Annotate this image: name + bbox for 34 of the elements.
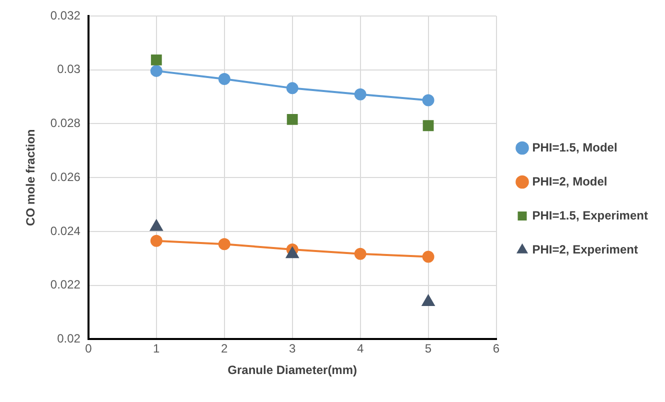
x-axis-title: Granule Diameter(mm) (228, 363, 358, 378)
y-axis-title: CO mole fraction (24, 129, 38, 226)
legend-label: PHI=1.5, Experiment (532, 208, 648, 222)
y-tick-label: 0.03 (57, 62, 81, 76)
point (150, 64, 162, 77)
point (286, 82, 298, 94)
point (150, 54, 162, 66)
x-tick-label: 4 (356, 342, 364, 356)
x-tick-label: 6 (492, 342, 500, 356)
x-tick-label: 1 (153, 342, 160, 356)
y-tick-label: 0.022 (50, 278, 81, 292)
y-tick-label: 0.024 (50, 224, 81, 238)
point (286, 246, 299, 258)
point (218, 238, 230, 250)
legend-label: PHI=2, Model (532, 174, 608, 188)
point (150, 234, 162, 247)
point (286, 114, 298, 125)
x-tick-label: 5 (424, 342, 432, 356)
y-tick-label: 0.028 (50, 116, 81, 130)
y-tick-label: 0.02 (57, 332, 81, 346)
point (354, 248, 366, 260)
point (422, 250, 434, 263)
point (422, 294, 435, 306)
legend-label: PHI=2, Experiment (532, 242, 638, 256)
point (354, 88, 366, 100)
point (422, 120, 434, 132)
x-tick-label: 0 (85, 342, 92, 356)
x-tick-label: 2 (221, 342, 228, 356)
legend-label: PHI=1.5, Model (532, 140, 618, 154)
y-tick-label: 0.032 (50, 8, 81, 22)
point (218, 73, 230, 86)
y-tick-label: 0.026 (50, 170, 81, 184)
point (422, 94, 434, 106)
x-tick-label: 3 (288, 342, 296, 356)
